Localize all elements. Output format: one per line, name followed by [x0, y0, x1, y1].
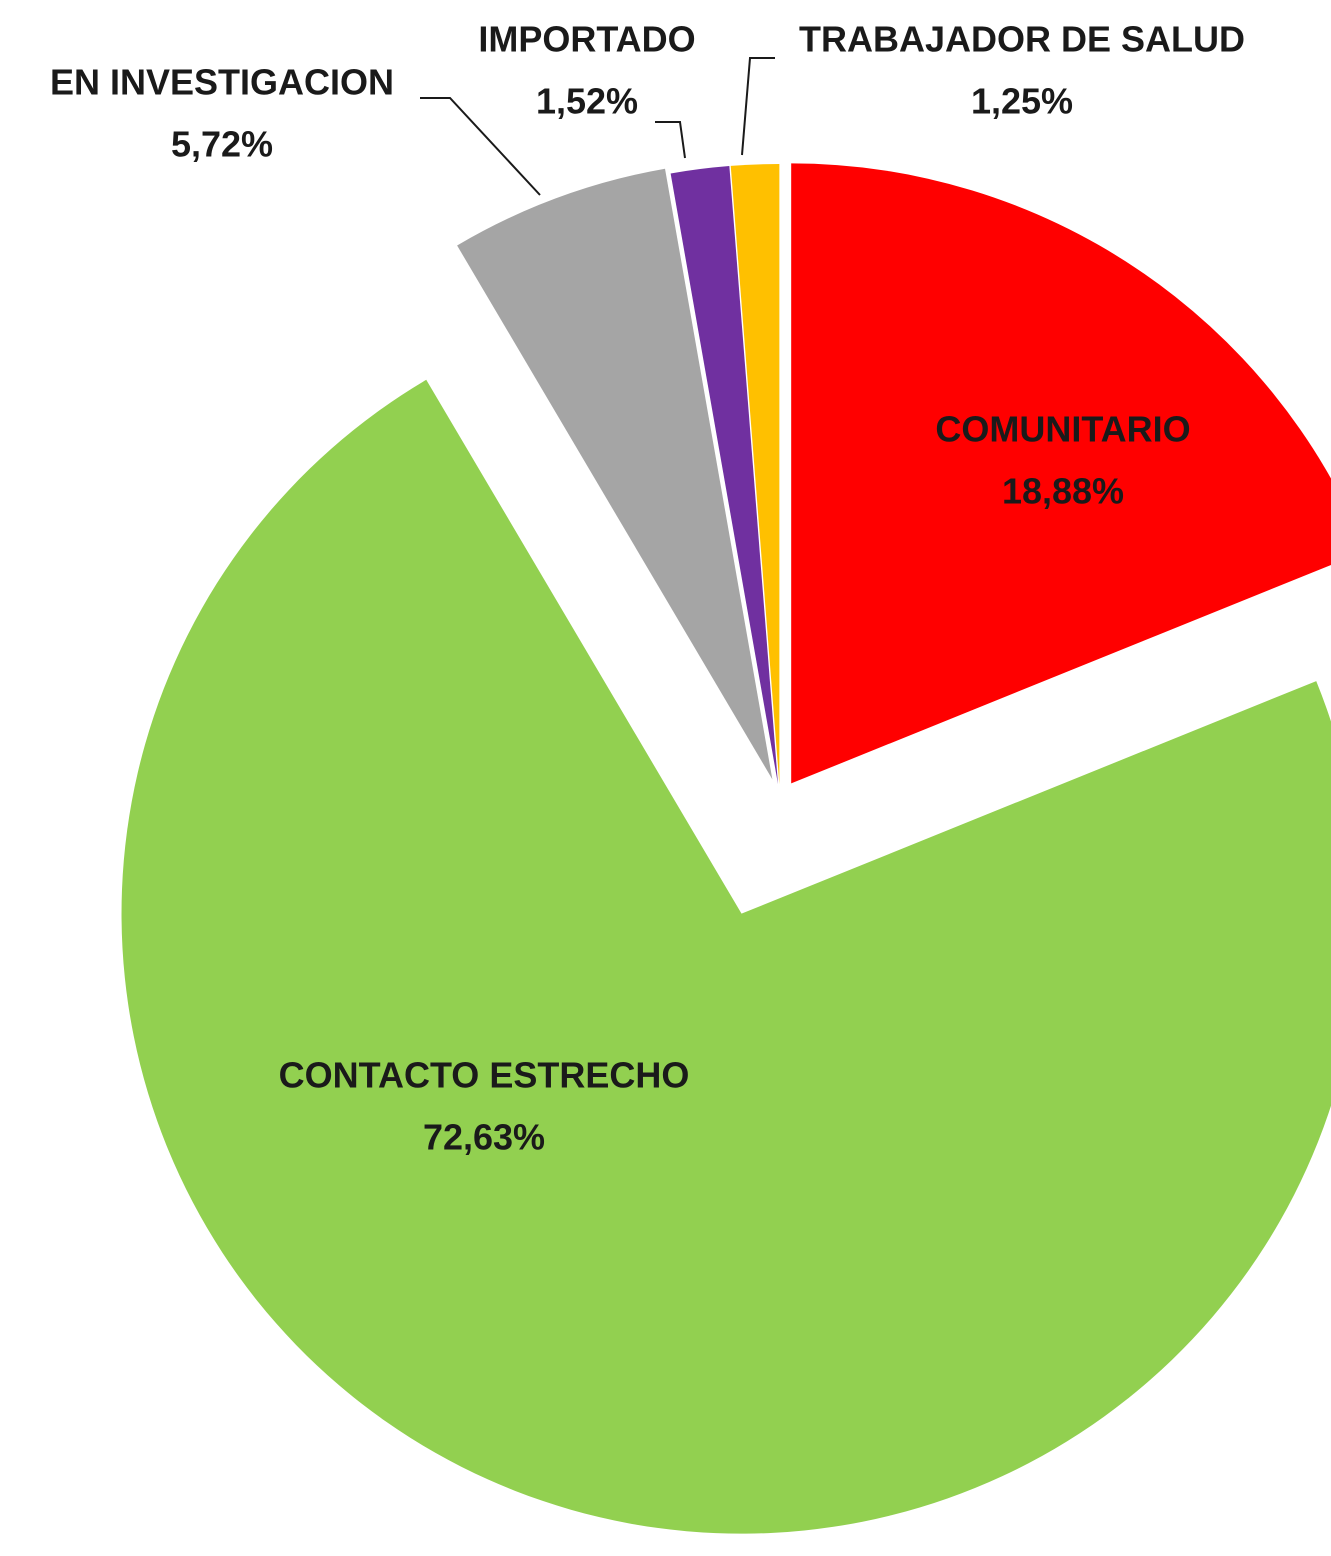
- data-labels: COMUNITARIO 18,88% CONTACTO ESTRECHO 72,63%…: [50, 19, 1245, 1158]
- pie-slice: [121, 379, 1331, 1534]
- slice-value-label: 1,52%: [536, 81, 638, 122]
- slice-label: COMUNITARIO: [935, 409, 1190, 450]
- slice-label: TRABAJADOR DE SALUD: [799, 19, 1245, 60]
- slice-value-label: 5,72%: [171, 124, 273, 165]
- slice-value-label: 18,88%: [1002, 471, 1124, 512]
- slice-value-label: 72,63%: [423, 1117, 545, 1158]
- pie-slice: [791, 163, 1331, 784]
- leader-line: [741, 57, 775, 156]
- pie: [121, 163, 1331, 1534]
- leader-line: [420, 97, 541, 196]
- leader-line: [655, 121, 686, 159]
- slice-label: CONTACTO ESTRECHO: [279, 1055, 690, 1096]
- slice-label: EN INVESTIGACION: [50, 62, 394, 103]
- pie-slice: [457, 168, 773, 780]
- slice-label: IMPORTADO: [478, 19, 695, 60]
- pie-slice: [730, 164, 780, 785]
- slice-value-label: 1,25%: [971, 81, 1073, 122]
- pie-slice: [670, 166, 778, 785]
